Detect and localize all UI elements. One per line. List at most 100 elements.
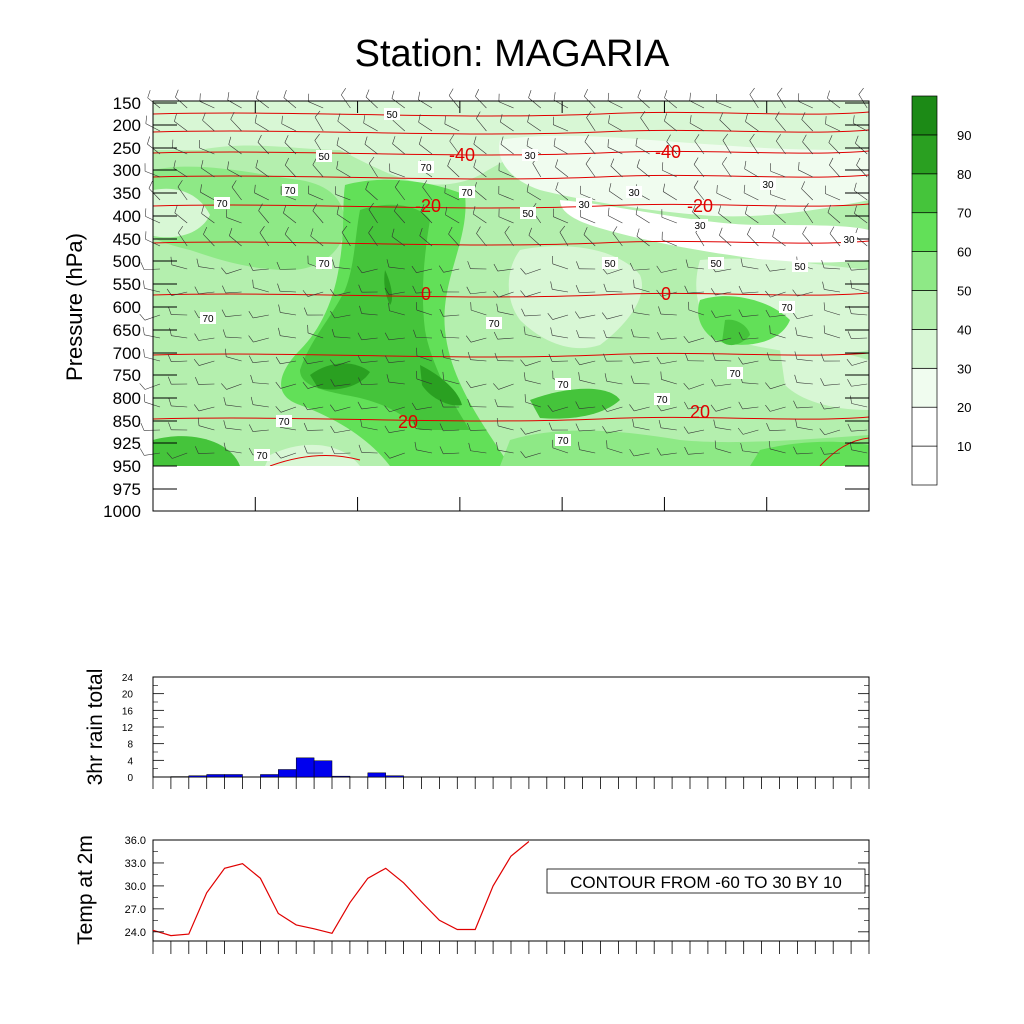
wind-barb-shaft [718,213,732,224]
rh-contour-fill [153,101,869,466]
wind-barb-flag [607,207,610,216]
wind-barb-flag [689,92,691,101]
cross-section-panel: 1502002503003504004505005506006507007508… [62,87,870,521]
wind-barb-shaft [715,427,732,431]
wind-barb-shaft [695,232,705,247]
wind-barb-flag [227,92,230,101]
wind-barb-shaft [797,314,813,320]
wind-barb-shaft [661,268,677,273]
wind-barb-shaft [473,189,487,201]
wind-barb-flag [359,305,362,314]
wind-barb-flag [601,312,608,320]
wind-barb-flag [801,181,805,189]
wind-barb-flag [576,261,580,269]
wind-barb-flag [439,308,444,317]
wind-barb-shaft [610,165,623,178]
rh-fill-80-sw [153,436,240,466]
rh-contour-label: 30 [578,200,590,211]
temp-axis: 24.0 27.0 30.0 33.0 36.0 [125,835,870,954]
wind-barb-shaft [715,268,732,273]
wind-barb-shaft [201,167,215,178]
rain-ytick-label: 24 [122,673,134,684]
wind-barb-shaft [824,406,841,410]
wind-barb-shaft [389,406,405,413]
rh-contour-label: 30 [843,235,855,246]
wind-barb-flag [177,180,183,188]
rain-axis-label: 3hr rain total [84,669,107,786]
wind-barb-shaft [635,145,650,155]
wind-barb-flag [610,158,615,167]
wind-barb-shaft [473,143,487,155]
wind-barb-shaft [498,170,514,178]
colorbar-box [911,406,938,447]
wind-barb-flag [576,330,580,338]
wind-barb-flag [656,289,662,297]
wind-barb-shaft [552,314,569,320]
rh-contour-label: 30 [694,221,706,232]
wind-barb-flag [473,159,477,168]
wind-barb-shaft [743,192,759,201]
wind-barb-shaft [416,355,433,362]
wind-barb-flag [444,185,446,194]
rh-contour-label: 70 [202,314,214,325]
wind-barb-flag [662,183,665,192]
rh-contour-label: 30 [524,151,536,162]
wind-barb-flag [174,113,177,122]
wind-barb-flag [635,206,638,215]
wind-barb-shaft [392,120,406,132]
wind-barb-flag [449,134,455,142]
wind-barb-flag [684,285,689,294]
wind-barb-shaft [281,123,297,132]
wind-barb-flag [231,180,237,188]
wind-barb-shaft [497,449,514,454]
rain-bar [206,774,225,778]
wind-barb-flag [827,204,831,213]
rh-contour-label: 70 [284,186,296,197]
wind-barb-flag [847,331,852,339]
wind-barb-flag [336,137,339,146]
rh-fill-20-upper [560,200,869,263]
wind-barb-flag [601,405,608,412]
wind-barb-shaft [307,291,324,297]
wind-barb-flag [412,285,417,294]
wind-barb-flag [310,228,314,237]
wind-barb-shaft [824,429,841,436]
wind-barb-flag [738,309,743,317]
wind-barb-shaft [504,232,514,247]
wind-barb-shaft [473,213,487,224]
colorbar: 10 20 30 40 50 60 70 80 90 [911,95,971,486]
rh-label-background [727,367,743,379]
wind-barb-shaft [798,169,813,178]
wind-barb-shaft [258,210,270,224]
wind-barb-flag [227,161,229,170]
wind-barb-flag [795,419,798,428]
isotherm-line [153,129,869,135]
wind-barb-shaft [796,334,813,339]
colorbar-box [911,329,938,369]
wind-barb-shaft [525,268,541,275]
temp-axis-label: Temp at 2m [74,835,97,945]
wind-barb-shaft [361,426,378,431]
wind-barb-shaft [252,382,269,385]
wind-barb-shaft [636,166,650,178]
wind-barb-flag [575,401,580,409]
wind-barb-shaft [824,289,841,293]
wind-barb-flag [555,159,559,168]
colorbar-box [911,173,938,214]
wind-barb-shaft [851,429,868,432]
wind-barb-shaft [824,333,841,339]
wind-barb-flag [666,134,671,142]
wind-barb-flag [693,157,699,165]
wind-barb-flag [496,303,499,312]
wind-barb-flag [248,424,254,432]
wind-barb-shaft [335,360,351,367]
wind-barb-flag [275,451,282,459]
wind-barb-shaft [199,147,215,155]
wind-barb-shaft [525,360,541,367]
wind-barb-shaft [637,96,650,109]
wind-barb-shaft [715,448,732,454]
wind-barb-flag [420,204,425,212]
wind-barb-flag [630,375,634,384]
wind-barb-shaft [586,117,596,132]
wind-barb-shaft [742,314,759,317]
